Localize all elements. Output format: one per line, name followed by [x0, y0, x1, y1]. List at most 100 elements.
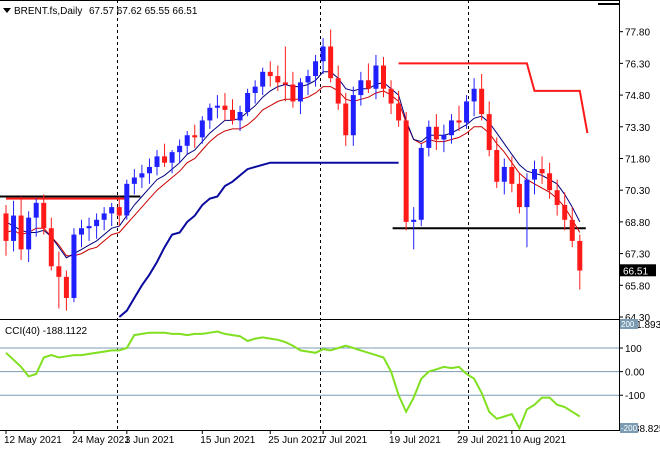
- candle-body: [245, 92, 251, 112]
- candle-body: [532, 169, 537, 180]
- candle-body: [79, 228, 84, 235]
- candle-body: [441, 135, 447, 140]
- candle-body: [169, 152, 175, 163]
- price-tick-label: 67.30: [625, 250, 650, 261]
- candle-body: [116, 207, 122, 216]
- candle-body: [41, 202, 47, 229]
- candle-body: [18, 215, 24, 250]
- candle-body: [335, 78, 341, 104]
- candle-body: [282, 82, 288, 85]
- cci-level-box-label: 200: [621, 320, 635, 329]
- candle-body: [501, 166, 507, 182]
- candle-body: [154, 156, 160, 167]
- cci-tick-label: 201.8937: [625, 320, 660, 331]
- candle-body: [471, 88, 477, 102]
- slow-moving-average-line: [5, 86, 581, 257]
- price-tick-label: 65.80: [625, 281, 650, 292]
- candle-body: [479, 88, 485, 115]
- candle-body: [192, 135, 198, 138]
- candle-body: [343, 103, 349, 136]
- current-price-label: 66.51: [623, 266, 648, 277]
- time-tick-label: 25 Jun 2021: [268, 435, 323, 446]
- cci-tick-label: 100: [625, 344, 642, 355]
- candle-body: [524, 179, 530, 208]
- time-tick-label: 3 Jun 2021: [125, 435, 175, 446]
- symbol-label: BRENT.fs,Daily: [14, 6, 82, 17]
- candle-body: [456, 120, 462, 123]
- candle-body: [177, 145, 183, 153]
- candle-body: [358, 80, 364, 96]
- price-tick-label: 77.80: [625, 28, 650, 39]
- price-axis: 77.80 76.30 74.80 73.30 71.80 70.30 68.80 67.30…: [619, 28, 656, 324]
- candle-body: [162, 156, 168, 163]
- cci-panel: CCI(40) -188.1122: [5, 326, 88, 337]
- candle-body: [252, 86, 258, 93]
- candle-body: [230, 109, 235, 121]
- candle-body: [547, 173, 553, 191]
- cci-label: CCI(40) -188.1122: [5, 326, 88, 337]
- candle-body: [320, 46, 326, 62]
- time-tick-label: 24 May 2021: [72, 435, 130, 446]
- price-tick-label: 73.30: [625, 123, 650, 134]
- triangle-down-icon: [3, 8, 11, 13]
- candle-body: [290, 84, 296, 102]
- cci-level-box-label: -200: [621, 424, 638, 433]
- candle-body: [139, 173, 145, 178]
- candle-body: [486, 114, 492, 151]
- candle-body: [381, 65, 386, 89]
- candle-body: [124, 183, 130, 216]
- candle-body: [199, 120, 205, 138]
- candle-body: [214, 105, 220, 108]
- period-separators: [117, 0, 469, 430]
- price-tick-label: 74.80: [625, 91, 650, 102]
- candle-body: [86, 226, 92, 229]
- candle-body: [260, 71, 266, 87]
- candle-body: [494, 150, 500, 182]
- candle-body: [33, 202, 39, 218]
- cci-level-box: [620, 423, 638, 433]
- candle-body: [433, 126, 439, 140]
- cci-axis: 201.8937 100 0.00 -100 -238.825 200 -200: [619, 319, 660, 435]
- candle-body: [411, 219, 417, 222]
- candle-body: [509, 166, 515, 184]
- candle-body: [101, 213, 107, 220]
- candle-body: [71, 234, 77, 298]
- candle-body: [365, 80, 371, 89]
- time-tick-label: 12 May 2021: [4, 435, 62, 446]
- candle-body: [131, 177, 137, 184]
- candlestick-plot: [0, 29, 589, 318]
- candle-body: [516, 183, 522, 208]
- cci-tick-label: 0.00: [625, 368, 645, 379]
- candle-body: [26, 217, 32, 250]
- candle-body: [267, 71, 273, 77]
- time-tick-label: 10 Aug 2021: [510, 435, 567, 446]
- resistance-band-line: [398, 62, 589, 134]
- chart-header: BRENT.fs,Daily 67.57 67.62 65.55 66.51: [3, 6, 198, 17]
- cci-level-box: [620, 319, 638, 329]
- candle-body: [109, 207, 115, 214]
- cci-tick-label: -100: [625, 391, 645, 402]
- support-band-line: [118, 161, 399, 318]
- candle-body: [184, 135, 190, 146]
- candle-body: [207, 107, 213, 121]
- candle-body: [373, 65, 379, 89]
- candle-body: [577, 240, 583, 271]
- time-tick-label: 29 Jul 2021: [457, 435, 509, 446]
- candle-body: [305, 76, 311, 83]
- ohlc-readout: 67.57 67.62 65.55 66.51: [89, 6, 198, 17]
- candle-body: [539, 169, 545, 174]
- candle-body: [554, 190, 560, 205]
- candle-body: [448, 120, 454, 136]
- price-tick-label: 68.80: [625, 218, 650, 229]
- candle-body: [403, 120, 409, 222]
- time-tick-label: 7 Jul 2021: [321, 435, 368, 446]
- candle-body: [275, 76, 281, 83]
- price-tick-label: 76.30: [625, 59, 650, 70]
- candle-body: [426, 126, 432, 148]
- candle-body: [562, 204, 568, 220]
- candle-body: [418, 147, 424, 220]
- candle-body: [297, 82, 303, 102]
- cci-line: [5, 330, 581, 431]
